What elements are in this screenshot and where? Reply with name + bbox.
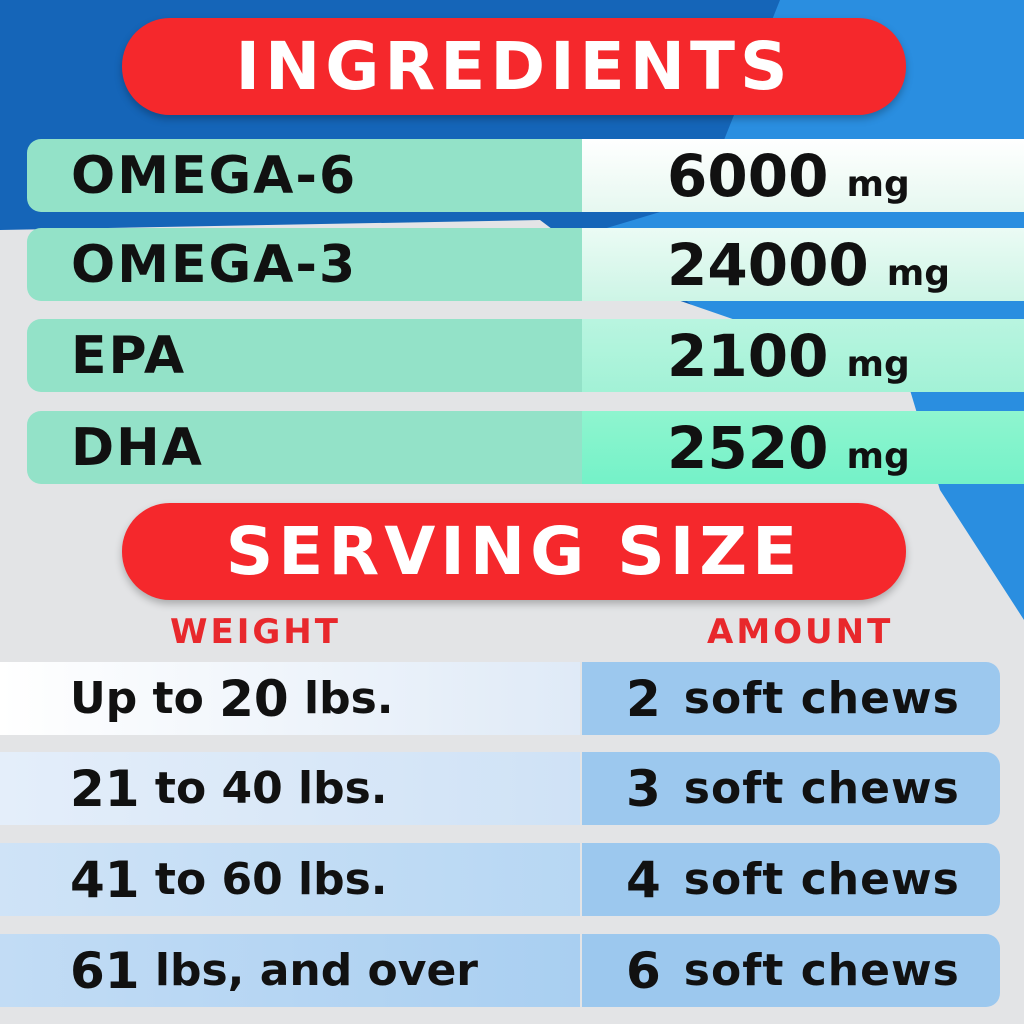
serving-row: Up to 20 lbs. 2 soft chews	[0, 662, 1000, 735]
weight-header: WEIGHT	[170, 612, 341, 652]
serving-row: 61 lbs, and over 6 soft chews	[0, 934, 1000, 1007]
amount-cell: 3 soft chews	[582, 752, 1000, 825]
ingredient-row: DHA 2520 mg	[27, 411, 1024, 484]
amount-unit: mg	[886, 253, 951, 294]
ingredient-row: OMEGA-3 24000 mg	[27, 228, 1024, 301]
ingredient-amount: 6000 mg	[582, 139, 1024, 212]
amount-cell: 2 soft chews	[582, 662, 1000, 735]
amount-number: 3	[626, 759, 662, 818]
amount-number: 2	[626, 669, 662, 728]
ingredient-amount: 24000 mg	[582, 228, 1024, 301]
amount-value: 24000	[667, 230, 869, 299]
weight-number: 61	[70, 941, 140, 1000]
ingredient-name: DHA	[27, 411, 582, 484]
weight-prefix: Up to	[70, 673, 220, 724]
amount-text: soft chews	[683, 854, 960, 905]
ingredient-row: EPA 2100 mg	[27, 319, 1024, 392]
weight-cell: 21 to 40 lbs.	[0, 752, 580, 825]
ingredients-title: INGREDIENTS	[122, 18, 906, 115]
amount-text: soft chews	[683, 763, 960, 814]
ingredient-row: OMEGA-6 6000 mg	[27, 139, 1024, 212]
amount-number: 6	[626, 941, 662, 1000]
amount-value: 6000	[667, 141, 829, 210]
weight-cell: 61 lbs, and over	[0, 934, 580, 1007]
amount-text: soft chews	[683, 945, 960, 996]
weight-cell: Up to 20 lbs.	[0, 662, 580, 735]
ingredient-amount: 2100 mg	[582, 319, 1024, 392]
ingredient-name: EPA	[27, 319, 582, 392]
amount-unit: mg	[846, 344, 910, 385]
amount-value: 2520	[667, 413, 829, 482]
weight-suffix: to 40 lbs.	[139, 763, 388, 814]
weight-number: 41	[70, 850, 140, 909]
ingredient-amount: 2520 mg	[582, 411, 1024, 484]
serving-row: 21 to 40 lbs. 3 soft chews	[0, 752, 1000, 825]
ingredient-name: OMEGA-3	[27, 228, 582, 301]
amount-cell: 6 soft chews	[582, 934, 1000, 1007]
weight-cell: 41 to 60 lbs.	[0, 843, 580, 916]
ingredient-name: OMEGA-6	[27, 139, 582, 212]
weight-suffix: to 60 lbs.	[139, 854, 388, 905]
weight-suffix: lbs, and over	[139, 945, 478, 996]
amount-unit: mg	[846, 164, 910, 205]
serving-row: 41 to 60 lbs. 4 soft chews	[0, 843, 1000, 916]
amount-number: 4	[626, 850, 662, 909]
serving-size-title: SERVING SIZE	[122, 503, 906, 600]
amount-text: soft chews	[683, 673, 960, 724]
weight-number: 20	[219, 669, 289, 728]
weight-number: 21	[70, 759, 140, 818]
weight-suffix: lbs.	[288, 673, 394, 724]
amount-unit: mg	[846, 436, 910, 477]
amount-cell: 4 soft chews	[582, 843, 1000, 916]
amount-header: AMOUNT	[707, 612, 894, 652]
amount-value: 2100	[667, 321, 829, 390]
